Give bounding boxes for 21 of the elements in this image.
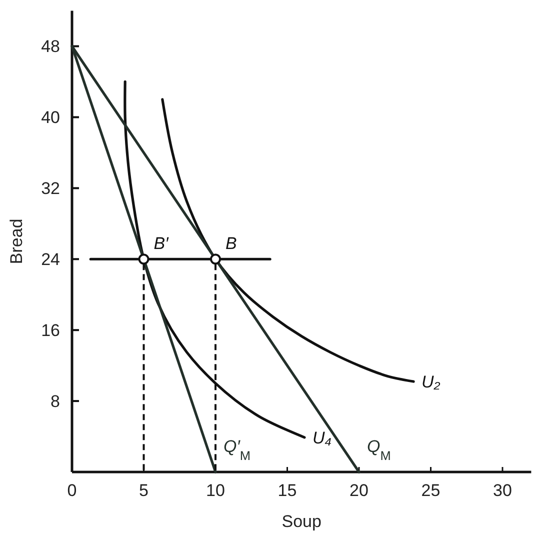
x-tick-label: 10 — [206, 481, 225, 500]
x-tick-label: 30 — [493, 481, 512, 500]
series-label: B′ — [154, 234, 170, 254]
y-tick-label: 16 — [41, 321, 60, 340]
series-label: Q$_{M}$ — [367, 437, 391, 462]
y-axis-title: Bread — [7, 218, 26, 264]
series-label: Q′$_{M}$ — [224, 437, 251, 462]
series-label: B — [226, 234, 237, 254]
series-label: U₂ — [422, 372, 441, 392]
y-tick-label: 48 — [41, 37, 60, 56]
x-tick-label: 0 — [67, 481, 77, 500]
x-tick-label: 15 — [278, 481, 297, 500]
y-tick-label: 8 — [50, 392, 60, 412]
y-tick-label: 40 — [41, 108, 60, 128]
x-axis-title: Soup — [282, 512, 322, 531]
x-tick-label: 5 — [139, 481, 148, 500]
y-tick-label: 32 — [41, 179, 60, 198]
series-label: U₄ — [312, 428, 332, 448]
x-tick-label: 25 — [421, 481, 440, 500]
x-tick-label: 20 — [350, 481, 368, 500]
y-tick-label: 24 — [41, 250, 60, 270]
